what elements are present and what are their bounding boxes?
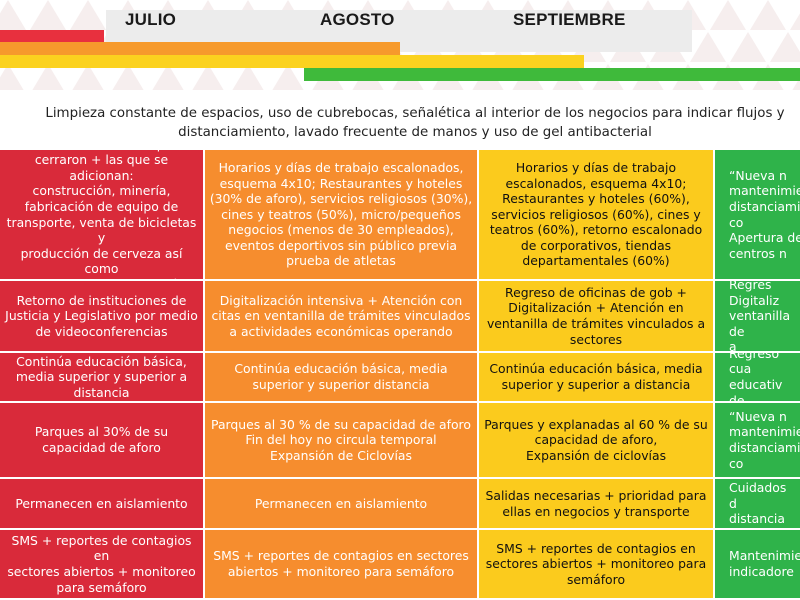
table-cell: “Nueva n mantenimie distanciamie co — [715, 403, 800, 477]
pattern-triangle — [30, 64, 66, 90]
table-cell: Permanecen en aislamiento — [0, 479, 203, 528]
pattern-triangle — [30, 0, 66, 30]
pattern-triangle — [790, 0, 800, 30]
pattern-triangle — [150, 64, 186, 90]
timeline-bar-red — [0, 30, 104, 43]
table-cell: Parques al 30% de su capacidad de aforo — [0, 403, 203, 477]
table-cell: Permanecen en aislamiento — [205, 479, 477, 528]
table-cell: Regreso cua educativ de — [715, 353, 800, 401]
table-cell: Retorno de instituciones de Justicia y L… — [0, 281, 203, 351]
table-cell: Continúa educación básica, media superio… — [479, 353, 713, 401]
pattern-triangle — [750, 0, 786, 30]
table-cell: Horarios y días de trabajo escalonados, … — [205, 150, 477, 279]
month-label-septiembre: SEPTIEMBRE — [513, 10, 626, 29]
pattern-triangle — [270, 64, 306, 90]
table-cell: Digitalización intensiva + Atención con … — [205, 281, 477, 351]
month-box-septiembre — [492, 10, 692, 52]
pattern-triangle — [0, 0, 26, 30]
table-cell: SMS + reportes de contagios en sectores … — [479, 530, 713, 598]
phase-table: Actividades esenciales que no cerraron +… — [0, 150, 800, 600]
pattern-triangle — [710, 0, 746, 30]
month-label-julio: JULIO — [125, 10, 177, 29]
pattern-triangle — [690, 32, 726, 62]
table-cell: SMS + reportes de contagios en sectores … — [205, 530, 477, 598]
table-cell: Mantenimie indicadore — [715, 530, 800, 598]
timeline-bar-orange — [0, 42, 400, 55]
timeline-bar-yellow — [0, 55, 584, 68]
table-cell: Parques al 30 % de su capacidad de aforo… — [205, 403, 477, 477]
pattern-triangle — [190, 64, 226, 90]
pattern-triangle — [730, 32, 766, 62]
pattern-triangle — [110, 64, 146, 90]
table-cell: Regreso de oficinas de gob + Digitalizac… — [479, 281, 713, 351]
table-cell: Cuidados d distancia — [715, 479, 800, 528]
table-cell: Salidas necesarias + prioridad para ella… — [479, 479, 713, 528]
timeline-bar-green — [304, 68, 800, 81]
table-cell: Parques y explanadas al 60 % de su capac… — [479, 403, 713, 477]
pattern-triangle — [230, 64, 266, 90]
pattern-triangle — [0, 64, 26, 90]
table-cell: SMS + reportes de contagios en sectores … — [0, 530, 203, 598]
pattern-triangle — [70, 0, 106, 30]
table-cell: Horarios y días de trabajo escalonados, … — [479, 150, 713, 279]
pattern-triangle — [770, 32, 800, 62]
table-cell: Regres Digitaliz ventanilla de a — [715, 281, 800, 351]
intro-text: Limpieza constante de espacios, uso de c… — [45, 106, 785, 140]
table-cell: Continúa educación básica, media superio… — [0, 353, 203, 401]
month-label-agosto: AGOSTO — [320, 10, 395, 29]
table-cell: Continúa educación básica, media superio… — [205, 353, 477, 401]
table-cell: “Nueva n mantenimie distanciamie co Aper… — [715, 150, 800, 279]
table-cell: Actividades esenciales que no cerraron +… — [0, 150, 203, 279]
pattern-triangle — [70, 64, 106, 90]
